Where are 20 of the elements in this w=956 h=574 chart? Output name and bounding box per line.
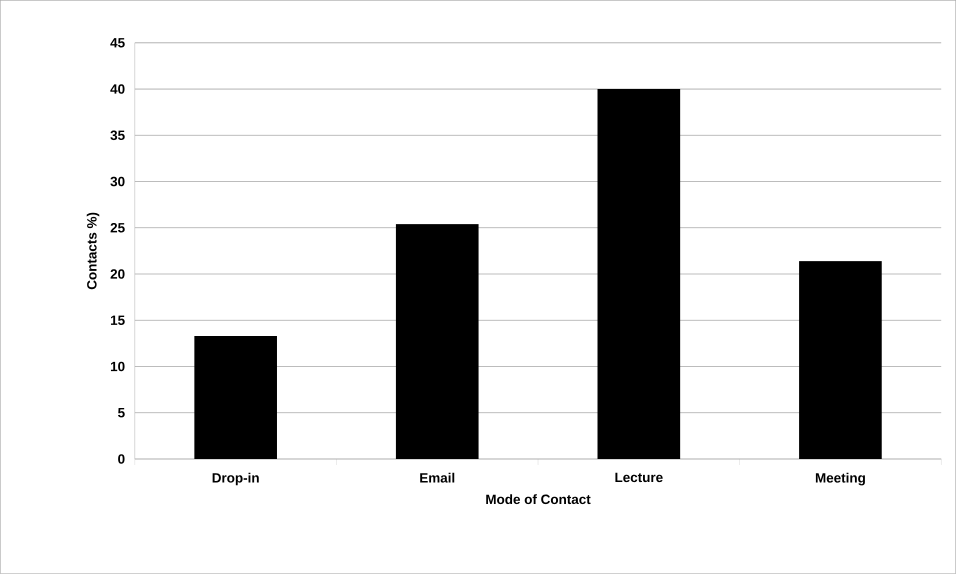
y-tick-label: 30: [110, 176, 125, 186]
bar: [194, 336, 277, 460]
x-axis-title: Mode of Contact: [486, 494, 591, 504]
bar: [799, 261, 882, 460]
y-tick-label: 15: [110, 316, 125, 326]
y-tick-label: 5: [118, 408, 125, 418]
y-tick-label: 10: [110, 362, 125, 372]
bar: [396, 224, 479, 460]
x-tick-label: Email: [420, 472, 454, 483]
x-tick-label: Drop-in: [212, 472, 259, 486]
y-tick-label: 20: [110, 269, 125, 279]
y-tick-label: 25: [110, 223, 125, 233]
y-tick-label: 45: [110, 38, 125, 48]
y-tick-label: 0: [118, 454, 125, 464]
x-tick-label: Meeting: [816, 472, 865, 486]
y-tick-label: 40: [110, 84, 125, 94]
x-tick-label: Lecture: [615, 472, 663, 482]
y-axis-title: Contacts %): [86, 212, 100, 290]
y-tick-label: 35: [110, 130, 125, 140]
bar: [598, 89, 680, 460]
